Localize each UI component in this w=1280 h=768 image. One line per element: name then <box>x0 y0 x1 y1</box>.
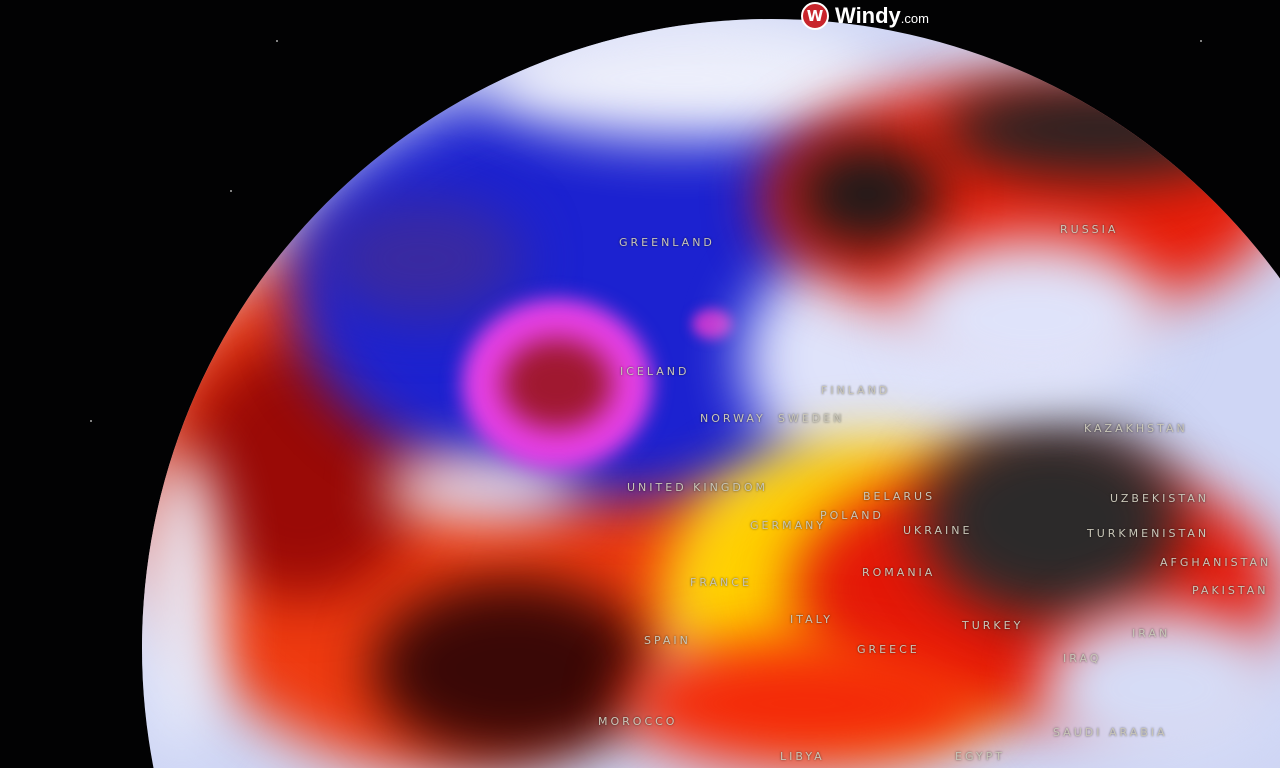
map-label-italy: ITALY <box>790 613 834 626</box>
map-label-morocco: MOROCCO <box>598 715 678 728</box>
map-label-finland: FINLAND <box>821 384 891 397</box>
heat-core-southwest <box>372 579 652 759</box>
globe[interactable] <box>142 19 1280 768</box>
logo-text: Windy.com <box>835 3 929 29</box>
map-label-poland: POLAND <box>820 509 884 522</box>
map-label-norway: NORWAY <box>700 412 766 425</box>
neutral-west-edge <box>142 449 222 749</box>
map-label-romania: ROMANIA <box>862 566 936 579</box>
map-label-turkey: TURKEY <box>962 619 1024 632</box>
map-label-iceland: ICELAND <box>620 365 690 378</box>
map-label-spain: SPAIN <box>644 634 691 647</box>
map-label-afghanistan: AFGHANISTAN <box>1160 556 1272 569</box>
map-label-united-kingdom: UNITED KINGDOM <box>627 481 768 494</box>
map-label-greece: GREECE <box>857 643 920 656</box>
windy-logo[interactable]: W Windy.com <box>801 2 929 30</box>
map-label-iran: IRAN <box>1132 627 1171 640</box>
star <box>230 190 232 192</box>
map-label-greenland: GREENLAND <box>619 236 715 249</box>
neutral-central-russia <box>902 239 1162 399</box>
cyclone-core <box>502 339 612 429</box>
map-label-libya: LIBYA <box>780 750 825 763</box>
map-label-iraq: IRAQ <box>1063 652 1102 665</box>
star <box>276 40 278 42</box>
brand-name: Windy <box>835 3 901 28</box>
map-label-saudi-arabia: SAUDI ARABIA <box>1053 726 1168 739</box>
map-label-sweden: SWEDEN <box>778 412 845 425</box>
star <box>90 420 92 422</box>
very-hot-caspian <box>922 419 1182 619</box>
map-label-turkmenistan: TURKMENISTAN <box>1087 527 1210 540</box>
map-label-germany: GERMANY <box>750 519 827 532</box>
neutral-band <box>382 459 582 519</box>
map-label-france: FRANCE <box>690 576 752 589</box>
map-label-belarus: BELARUS <box>863 490 936 503</box>
very-hot-northwest-russia <box>792 139 942 249</box>
star <box>1200 40 1202 42</box>
map-label-russia: RUSSIA <box>1060 223 1119 236</box>
cold-core <box>322 199 522 319</box>
windy-logo-icon: W <box>801 2 829 30</box>
map-label-egypt: EGYPT <box>955 750 1005 763</box>
cold-spot <box>692 309 732 339</box>
brand-suffix: .com <box>900 11 929 26</box>
map-label-ukraine: UKRAINE <box>903 524 973 537</box>
map-label-kazakhstan: KAZAKHSTAN <box>1084 422 1188 435</box>
map-label-uzbekistan: UZBEKISTAN <box>1110 492 1209 505</box>
map-label-pakistan: PAKISTAN <box>1192 584 1269 597</box>
hot-north-africa <box>622 639 982 768</box>
neutral-arabia <box>1042 609 1280 768</box>
very-hot-north <box>942 79 1262 179</box>
